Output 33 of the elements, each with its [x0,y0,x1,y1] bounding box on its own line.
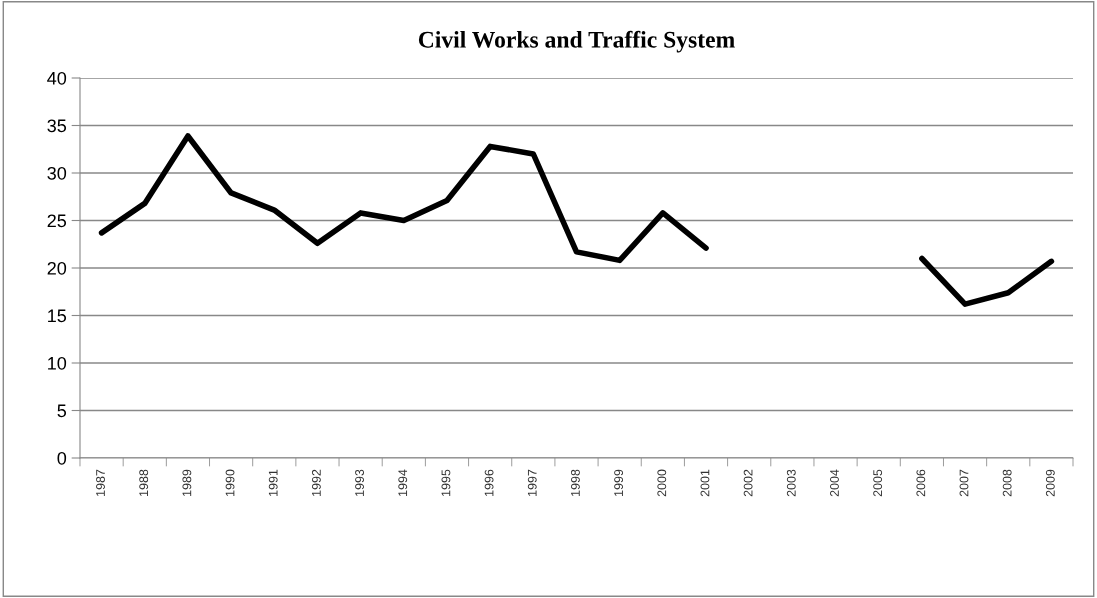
y-tick-label: 10 [48,356,67,370]
x-tick-label: 1989 [182,469,192,496]
x-tick-label: 1988 [139,469,149,496]
x-tick-label: 2001 [700,469,710,497]
y-tick-label: 25 [47,214,67,228]
y-tick-label: 35 [47,119,67,133]
x-tick-label: 2002 [743,469,753,497]
y-tick-label: 5 [57,404,67,418]
x-tick-label: 2004 [830,469,839,497]
x-tick-label: 1987 [96,469,105,496]
x-tick-label: 2008 [1002,469,1012,497]
y-tick-label: 40 [47,71,67,85]
x-tick-label: 2006 [916,469,926,497]
y-tick-label: 20 [47,261,67,275]
x-tick-label: 2003 [786,469,796,497]
x-tick-label: 1990 [225,469,235,496]
x-tick-label: 1991 [268,469,278,496]
x-tick-label: 1992 [311,469,321,496]
x-tick-label: 2009 [1045,469,1055,497]
x-tick-label: 1996 [484,469,494,496]
x-tick-label: 2005 [873,469,883,497]
x-tick-label: 1995 [441,469,451,496]
x-tick-label: 1999 [614,469,624,496]
x-tick-label: 1998 [571,469,580,496]
x-tick-label: 2007 [959,469,969,497]
x-tick-label: 1993 [355,469,364,496]
x-tick-label: 2000 [657,469,667,497]
x-tick-label: 1997 [527,469,537,496]
y-tick-label: 15 [48,309,67,323]
y-tick-label: 0 [57,451,67,465]
chart-title: Civil Works and Traffic System [418,30,735,53]
y-tick-label: 30 [47,166,67,180]
x-tick-label: 1994 [398,469,408,496]
